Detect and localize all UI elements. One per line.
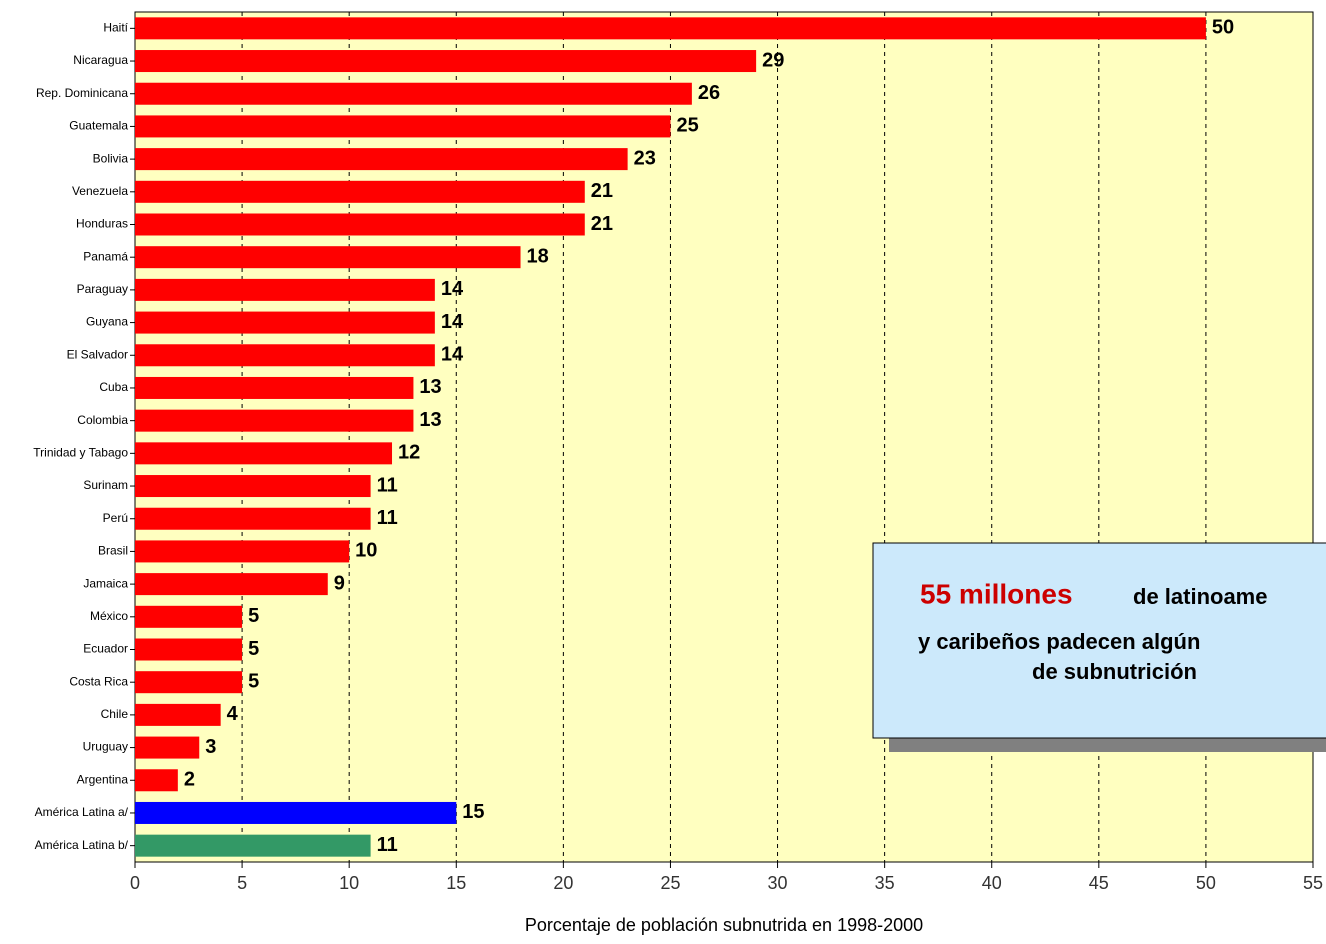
value-label: 26: [698, 82, 720, 104]
bar: [135, 311, 435, 334]
y-tick-label: Rep. Dominicana: [36, 86, 128, 100]
note-highlight: 55 millones: [920, 578, 1073, 609]
bar: [135, 17, 1206, 40]
x-tick-label: 50: [1196, 873, 1216, 893]
x-tick-label: 45: [1089, 873, 1109, 893]
x-tick-label: 0: [130, 873, 140, 893]
bar: [135, 376, 414, 399]
bar: [135, 769, 178, 792]
y-tick-label: México: [90, 609, 128, 623]
y-tick-label: Costa Rica: [69, 674, 128, 688]
value-label: 50: [1212, 17, 1234, 39]
y-tick-label: Nicaragua: [73, 53, 128, 67]
note-line: y caribeños padecen algún: [918, 629, 1200, 654]
y-tick-label: Cuba: [99, 380, 128, 394]
value-label: 18: [527, 245, 549, 267]
bar: [135, 801, 457, 824]
value-label: 5: [248, 605, 259, 627]
y-tick-label: Surinam: [83, 478, 128, 492]
bar: [135, 736, 200, 759]
bar: [135, 409, 414, 432]
value-label: 9: [334, 572, 345, 594]
y-tick-label: Perú: [103, 511, 128, 525]
value-label: 14: [441, 344, 464, 366]
x-tick-label: 35: [875, 873, 895, 893]
y-tick-label: Chile: [101, 707, 129, 721]
bar: [135, 605, 243, 628]
value-label: 4: [227, 703, 239, 725]
y-tick-label: Bolivia: [93, 151, 129, 165]
value-label: 5: [248, 638, 259, 660]
bar: [135, 507, 371, 530]
bar: [135, 540, 350, 563]
x-tick-label: 40: [982, 873, 1002, 893]
value-label: 21: [591, 180, 613, 202]
value-label: 3: [205, 736, 216, 758]
y-tick-label: Colombia: [77, 413, 128, 427]
value-label: 14: [441, 311, 464, 333]
value-label: 13: [419, 376, 441, 398]
value-label: 15: [462, 801, 484, 823]
bar: [135, 50, 757, 73]
y-tick-label: América Latina b/: [35, 838, 129, 852]
note-box: [872, 542, 1326, 739]
bar: [135, 475, 371, 498]
value-label: 11: [377, 834, 398, 856]
y-tick-label: Jamaica: [83, 576, 128, 590]
bar: [135, 703, 221, 726]
value-label: 11: [377, 507, 398, 529]
bar: [135, 148, 628, 171]
x-tick-label: 15: [446, 873, 466, 893]
y-tick-label: El Salvador: [67, 347, 128, 361]
x-tick-label: 25: [660, 873, 680, 893]
value-label: 2: [184, 769, 195, 791]
y-tick-label: Uruguay: [83, 740, 128, 754]
x-tick-label: 10: [339, 873, 359, 893]
value-label: 25: [676, 115, 698, 137]
x-tick-label: 5: [237, 873, 247, 893]
x-tick-label: 30: [768, 873, 788, 893]
y-tick-label: Guyana: [86, 315, 128, 329]
y-tick-label: Guatemala: [69, 119, 128, 133]
x-axis-label: Porcentaje de población subnutrida en 19…: [525, 915, 923, 935]
bar: [135, 573, 328, 596]
value-label: 12: [398, 442, 420, 464]
y-tick-label: Panamá: [83, 249, 128, 263]
bar: [135, 344, 435, 367]
value-label: 21: [591, 213, 613, 235]
x-tick-label: 55: [1303, 873, 1323, 893]
bar: [135, 278, 435, 301]
y-tick-label: Venezuela: [72, 184, 128, 198]
value-label: 14: [441, 278, 464, 300]
value-label: 11: [377, 474, 398, 496]
bar: [135, 115, 671, 138]
y-tick-label: Haití: [103, 21, 128, 35]
bar: [135, 82, 692, 105]
y-tick-label: Honduras: [76, 217, 128, 231]
value-label: 13: [419, 409, 441, 431]
y-tick-label: Argentina: [77, 772, 129, 786]
bar: [135, 638, 243, 661]
value-label: 5: [248, 670, 259, 692]
note-line: de subnutrición: [1032, 659, 1197, 684]
y-tick-label: América Latina a/: [35, 805, 129, 819]
bar: [135, 213, 585, 236]
bar: [135, 671, 243, 694]
x-tick-label: 20: [553, 873, 573, 893]
bar: [135, 834, 371, 857]
value-label: 23: [634, 147, 656, 169]
value-label: 29: [762, 49, 784, 71]
y-tick-label: Paraguay: [77, 282, 128, 296]
note-line: de latinoame: [1133, 584, 1267, 609]
y-tick-label: Brasil: [98, 544, 128, 558]
y-tick-label: Trinidad y Tabago: [33, 446, 128, 460]
y-tick-label: Ecuador: [83, 642, 128, 656]
value-label: 10: [355, 540, 377, 562]
bar: [135, 442, 393, 465]
bar: [135, 246, 521, 269]
bar: [135, 180, 585, 203]
